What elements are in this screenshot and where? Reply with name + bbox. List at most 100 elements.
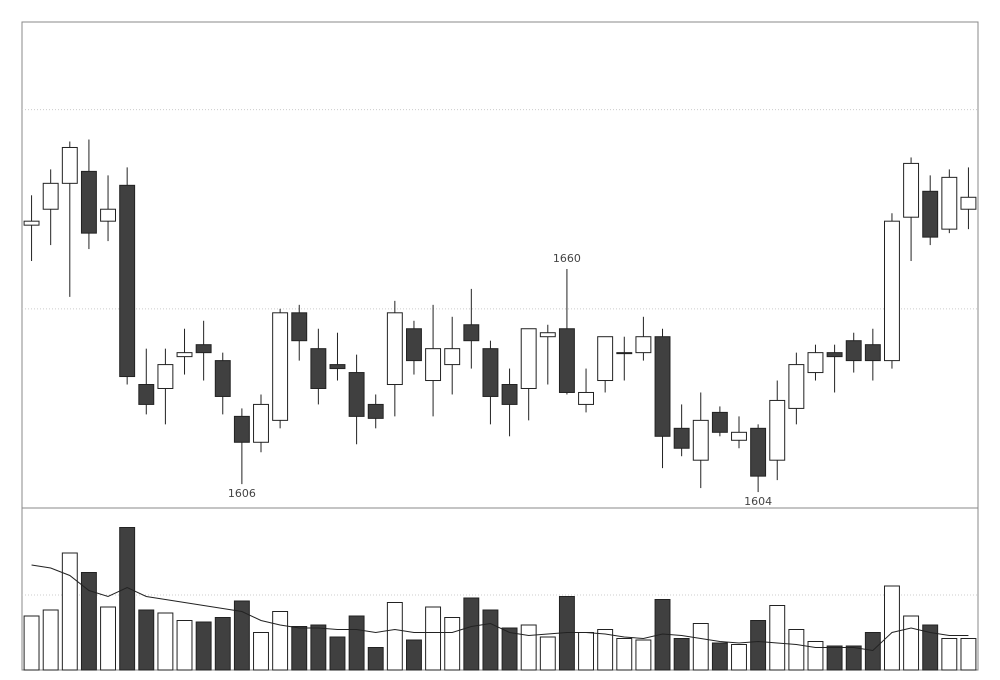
volume-bar <box>463 597 480 671</box>
candle-body <box>941 176 958 230</box>
volume-bar <box>941 638 958 671</box>
candle-body <box>233 415 250 443</box>
candle-body <box>119 184 136 378</box>
candle-body <box>520 328 537 389</box>
plot-frame <box>21 21 979 671</box>
candle-body <box>425 348 442 382</box>
volume-bar <box>731 644 747 671</box>
volume-bar <box>444 617 461 671</box>
candle-body <box>654 336 671 437</box>
volume-bar <box>214 617 231 671</box>
candle-body <box>501 384 518 405</box>
candle-body <box>750 427 767 477</box>
volume-bar <box>578 632 594 671</box>
volume-bar <box>864 632 881 671</box>
candle-body <box>61 146 78 184</box>
candle-body <box>482 348 499 397</box>
volume-bar <box>310 624 327 671</box>
candle-body <box>138 384 155 405</box>
candle-body <box>788 364 805 409</box>
price-annotation: 1604 <box>744 495 772 508</box>
candle-body <box>578 391 594 405</box>
volume-bar <box>597 629 614 671</box>
volume-average-line <box>31 564 969 652</box>
volume-bar <box>520 624 537 671</box>
volume-bar <box>616 638 633 671</box>
volume-bar <box>884 585 900 671</box>
volume-bar <box>138 609 155 671</box>
volume-bar <box>195 621 212 671</box>
volume-bar <box>922 624 939 671</box>
candle-body <box>157 364 174 389</box>
volume-bar <box>253 632 269 671</box>
volume-bar <box>960 638 977 671</box>
price-annotation: 1660 <box>553 252 581 265</box>
volume-bar <box>501 627 518 671</box>
volume-bar <box>750 620 767 671</box>
candle-body <box>214 360 231 397</box>
candle-body <box>807 352 824 374</box>
candle-body <box>348 372 365 417</box>
volume-bar <box>367 647 384 671</box>
candle-body <box>845 340 862 362</box>
price-annotation: 1606 <box>228 487 256 500</box>
volume-bar <box>157 612 174 671</box>
candle-body <box>884 220 900 362</box>
candle-body <box>635 336 652 354</box>
volume-bar <box>425 606 442 671</box>
volume-bar <box>23 615 40 671</box>
volume-bar <box>386 602 403 671</box>
volume-bar <box>788 629 805 671</box>
volume-bar <box>272 611 289 671</box>
candle-body <box>463 324 480 342</box>
volume-bar <box>539 636 556 671</box>
candle-body <box>616 352 633 355</box>
candle-body <box>903 162 920 218</box>
candle-body <box>176 352 193 358</box>
candle-body <box>272 312 289 421</box>
candle-body <box>80 170 97 234</box>
volume-bar <box>42 609 59 671</box>
candle-body <box>597 336 614 382</box>
candle-body <box>100 208 116 222</box>
volume-bar <box>61 552 78 671</box>
candle-body <box>310 348 327 389</box>
volume-bar <box>673 638 690 671</box>
candle-body <box>692 419 709 461</box>
candle-body <box>922 190 939 238</box>
candle-body <box>367 403 384 419</box>
candle-body <box>826 352 843 358</box>
candle-body <box>42 182 59 210</box>
candle-body <box>960 196 977 210</box>
volume-bar <box>119 527 136 671</box>
candle-body <box>253 403 269 443</box>
candle-body <box>711 411 728 433</box>
volume-bar <box>635 639 652 671</box>
volume-bar <box>406 639 422 671</box>
volume-bar <box>176 620 193 671</box>
candle-body <box>444 348 461 366</box>
volume-bar <box>845 645 862 671</box>
candle-body <box>558 328 575 393</box>
candle-body <box>329 364 346 370</box>
volume-bar <box>233 600 250 671</box>
volume-bar <box>291 626 308 671</box>
candle-body <box>769 399 786 461</box>
volume-bar <box>711 642 728 671</box>
candle-body <box>673 427 690 449</box>
volume-bar <box>807 641 824 671</box>
volume-bar <box>692 623 709 671</box>
candle-body <box>731 431 747 441</box>
volume-bar <box>826 645 843 671</box>
volume-bar <box>100 606 116 671</box>
candle-body <box>195 344 212 354</box>
volume-bar <box>769 605 786 671</box>
candle-body <box>539 332 556 338</box>
volume-bar <box>80 572 97 671</box>
candle-body <box>23 220 40 226</box>
candle-body <box>864 344 881 362</box>
volume-bar <box>329 636 346 671</box>
candle-body <box>386 312 403 386</box>
volume-bar <box>903 615 920 671</box>
